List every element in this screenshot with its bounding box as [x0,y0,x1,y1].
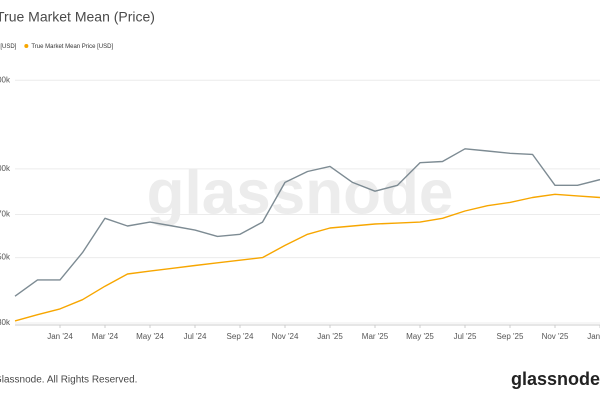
series-line [14,148,600,297]
x-tick-label: Jan '26 [587,332,600,341]
y-tick-label: 70k [0,210,11,219]
x-tick-label: May '25 [406,332,434,341]
x-tick-label: Sep '25 [497,332,524,341]
y-tick-label: 30k [0,318,11,327]
x-tick-label: Mar '24 [92,332,119,341]
series-line [14,193,600,322]
chart-title: True Market Mean (Price) [0,9,155,25]
y-tick-label: 100k [0,164,11,173]
x-tick-label: Jan '24 [47,332,73,341]
x-tick-label: Mar '25 [362,332,389,341]
x-tick-label: Nov '25 [542,332,569,341]
x-tick-label: Jul '25 [454,332,477,341]
y-tick-label: 200k [0,75,11,84]
y-tick-label: 50k [0,253,11,262]
x-tick-label: May '24 [136,332,164,341]
legend-swatch [24,44,29,48]
legend-label: True Market Mean Price [USD] [31,44,113,50]
footer-copyright: Glassnode. All Rights Reserved. [0,375,137,386]
legend-label: Price [USD] [0,44,17,50]
brand-logo: glassnode [511,369,600,389]
x-tick-label: Sep '24 [227,332,254,341]
x-tick-label: Jan '25 [317,332,343,341]
watermark: glassnode [147,158,454,227]
x-tick-label: Jul '24 [184,332,207,341]
x-tick-label: Nov '24 [272,332,299,341]
